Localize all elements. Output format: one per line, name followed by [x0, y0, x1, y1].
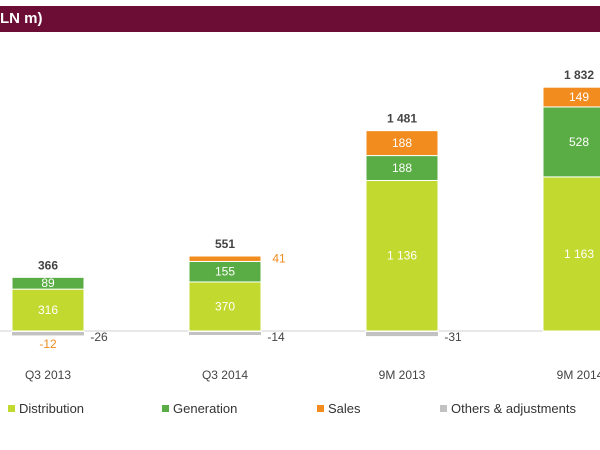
bar-generation-4	[542, 106, 600, 178]
total-label-1: 366	[38, 258, 58, 272]
bar-distribution-4	[542, 176, 600, 332]
bar-sales-4	[542, 86, 600, 108]
legend-swatch-sales	[317, 405, 324, 413]
data-label-others-1: -26	[90, 330, 108, 344]
bar-distribution-3	[365, 179, 439, 332]
legend-item-generation: Generation	[162, 401, 237, 416]
legend-swatch-distribution	[8, 405, 15, 413]
legend-label-others: Others & adjustments	[451, 401, 576, 416]
total-label-2: 551	[215, 237, 235, 251]
bar-sales-3	[365, 130, 439, 157]
data-label-distribution-1: 316	[38, 303, 58, 317]
data-label-others-3: -31	[444, 330, 462, 344]
data-label-distribution-3: 1 136	[387, 249, 417, 263]
bar-others-3	[366, 332, 438, 337]
category-label-2: Q3 2014	[202, 368, 248, 382]
bar-generation-3	[365, 155, 439, 181]
data-label-distribution-4: 1 163	[564, 247, 594, 261]
data-label-sales-2: 41	[272, 252, 286, 266]
data-label-generation-3: 188	[392, 161, 412, 175]
bar-generation-1	[11, 276, 85, 290]
legend-item-distribution: Distribution	[8, 401, 84, 416]
header-title: LN m)	[0, 10, 43, 27]
category-label-3: 9M 2013	[379, 368, 426, 382]
data-label-sales-1: -12	[39, 337, 57, 351]
legend-item-sales: Sales	[317, 401, 361, 416]
data-label-generation-1: 89	[41, 276, 55, 290]
data-label-sales-4: 149	[569, 90, 589, 104]
bar-distribution-2	[188, 281, 262, 332]
data-label-generation-2: 155	[215, 265, 235, 279]
data-label-distribution-2: 370	[215, 299, 235, 313]
legend-item-others: Others & adjustments	[440, 401, 576, 416]
total-label-4: 1 832	[564, 68, 594, 82]
legend-label-sales: Sales	[328, 401, 361, 416]
category-label-1: Q3 2013	[25, 368, 71, 382]
category-label-4: 9M 2014	[557, 368, 600, 382]
bar-sales-2	[188, 255, 262, 262]
legend-label-distribution: Distribution	[19, 401, 85, 416]
legend-swatch-others	[440, 405, 447, 413]
header-bar	[0, 6, 600, 32]
total-label-3: 1 481	[387, 112, 417, 126]
data-label-sales-3: 188	[392, 136, 412, 150]
data-label-others-2: -14	[267, 330, 285, 344]
bar-others-1	[12, 332, 84, 336]
bar-others-2	[189, 332, 261, 335]
bar-distribution-1	[11, 288, 85, 332]
legend-label-generation: Generation	[173, 401, 238, 416]
legend-swatch-generation	[162, 405, 169, 413]
data-label-generation-4: 528	[569, 135, 589, 149]
